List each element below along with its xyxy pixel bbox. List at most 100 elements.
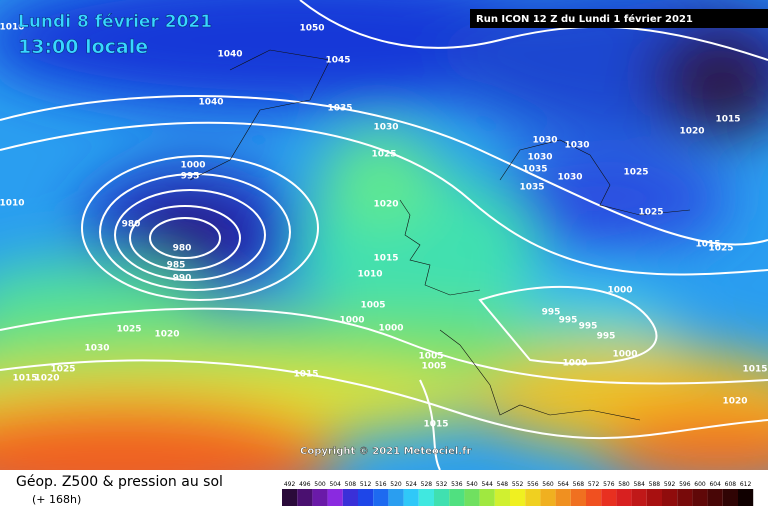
- colorbar-swatch: [631, 489, 647, 506]
- isobar-label: 1005: [421, 362, 446, 372]
- colorbar-label: 592: [664, 481, 676, 488]
- isobar-label: 1050: [299, 24, 324, 34]
- isobar-label: 1030: [373, 123, 398, 133]
- colorbar-swatch: [677, 489, 693, 506]
- colorbar-swatch: [282, 489, 298, 506]
- colorbar-label: 580: [618, 481, 630, 488]
- colorbar-label: 572: [588, 481, 600, 488]
- isobar-label: 1035: [327, 104, 352, 114]
- colorbar-swatch: [722, 489, 738, 506]
- isobar-label: 985: [167, 261, 186, 271]
- colorbar-swatch: [297, 489, 313, 506]
- isobar-label: 1035: [522, 165, 547, 175]
- colorbar-label: 496: [299, 481, 311, 488]
- isobar-label: 995: [559, 316, 578, 326]
- colorbar-label: 544: [481, 481, 493, 488]
- isobar-label: 1015: [12, 374, 37, 384]
- colorbar-label: 556: [527, 481, 539, 488]
- colorbar-label: 540: [466, 481, 478, 488]
- colorbar: 492 496 500 504 508 512 516 520 524 528 532 536 540 5…: [282, 481, 754, 506]
- colorbar-label: 568: [573, 481, 585, 488]
- isobar-label: 1010: [357, 270, 382, 280]
- isobar-label: 1025: [638, 208, 663, 218]
- colorbar-swatch: [662, 489, 678, 506]
- colorbar-swatch: [555, 489, 571, 506]
- isobar-label: 1015: [715, 115, 740, 125]
- isobar-label: 990: [173, 274, 192, 284]
- colorbar-swatch: [449, 489, 465, 506]
- isobar-label: 1015: [695, 240, 720, 250]
- isobar-label: 1010: [0, 23, 25, 33]
- isobar-label: 1025: [371, 150, 396, 160]
- colorbar-label: 604: [709, 481, 721, 488]
- isobar-label: 1015: [293, 370, 318, 380]
- colorbar-label: 512: [360, 481, 372, 488]
- colorbar-label: 552: [512, 481, 524, 488]
- isobar-label: 980: [122, 220, 141, 230]
- run: Run ICON 12 Z du Lundi 1 février 2021: [476, 13, 693, 25]
- colorbar-swatch: [616, 489, 632, 506]
- colorbar-label: 500: [314, 481, 326, 488]
- colorbar-label: 596: [679, 481, 691, 488]
- isobar-label: 1015: [423, 420, 448, 430]
- isobars: [0, 0, 768, 470]
- run-box: [470, 9, 768, 28]
- isobar-label: 1030: [557, 173, 582, 183]
- coastlines: [189, 49, 691, 421]
- colorbar-label: 588: [649, 481, 661, 488]
- colorbar-swatch: [707, 489, 723, 506]
- colorbar-swatch: [388, 489, 404, 506]
- isobar-label: 1000: [612, 350, 637, 360]
- colorbar-label: 504: [329, 481, 341, 488]
- isobar-label: 1025: [623, 168, 648, 178]
- colorbar-swatch: [586, 489, 602, 506]
- isobar-label: 995: [542, 308, 561, 318]
- isobar-label: 1040: [198, 98, 223, 108]
- colorbar-label: 564: [557, 481, 569, 488]
- isobar-label: 1015: [742, 365, 767, 375]
- footer-lead: (+ 168h): [32, 493, 81, 506]
- colorbar-swatch: [692, 489, 708, 506]
- isobar-label: 1000: [180, 161, 205, 171]
- colorbar-label: 532: [436, 481, 448, 488]
- isobar-label: 995: [579, 322, 598, 332]
- isobar-label: 1025: [708, 244, 733, 254]
- colorbar-label: 584: [633, 481, 645, 488]
- colorbar-label: 608: [725, 481, 737, 488]
- colorbar-swatch: [479, 489, 495, 506]
- colorbar-swatch: [525, 489, 541, 506]
- colorbar-label: 576: [603, 481, 615, 488]
- isobar-label: 1030: [84, 344, 109, 354]
- isobar-label: 1020: [34, 374, 59, 384]
- isobar-label: 1030: [532, 136, 557, 146]
- colorbar-swatch: [312, 489, 328, 506]
- isobar-label: 1025: [50, 365, 75, 375]
- colorbar-swatch: [738, 489, 754, 506]
- colorbar-label: 560: [542, 481, 554, 488]
- isobar-label: 1045: [325, 56, 350, 66]
- colorbar-swatch: [358, 489, 374, 506]
- isobar-label: 1000: [339, 316, 364, 326]
- isobar-label: 1005: [360, 301, 385, 311]
- colorbar-label: 528: [421, 481, 433, 488]
- colorbar-label: 520: [390, 481, 402, 488]
- colorbar-swatch: [601, 489, 617, 506]
- isobar-label: 1025: [116, 325, 141, 335]
- isobar-label: 995: [181, 172, 200, 182]
- isobar-label: 1000: [378, 324, 403, 334]
- isobar-label: 995: [597, 332, 616, 342]
- colorbar-label: 612: [740, 481, 752, 488]
- isobar-label: 1000: [607, 286, 632, 296]
- colorbar-label: 524: [405, 481, 417, 488]
- colorbar-swatch: [646, 489, 662, 506]
- isobar-label: 1000: [562, 359, 587, 369]
- colorbar-swatch: [540, 489, 556, 506]
- isobar-label: 980: [173, 244, 192, 254]
- colorbar-swatch: [342, 489, 358, 506]
- colorbar-swatch: [464, 489, 480, 506]
- colorbar-swatch: [434, 489, 450, 506]
